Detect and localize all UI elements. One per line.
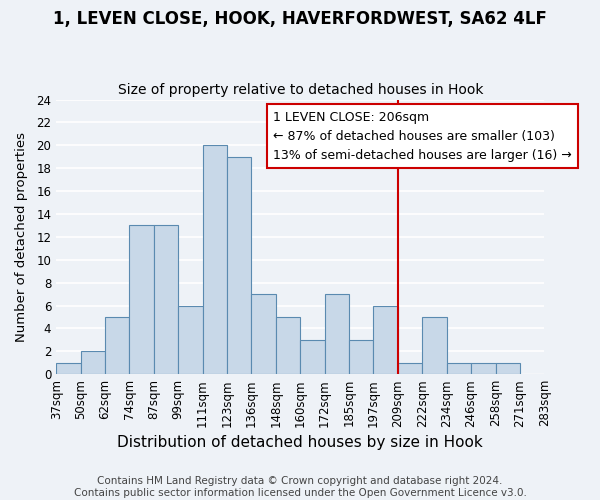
Bar	[349, 340, 373, 374]
Bar	[276, 317, 300, 374]
Bar	[446, 362, 471, 374]
Title: Size of property relative to detached houses in Hook: Size of property relative to detached ho…	[118, 83, 483, 97]
Text: 1, LEVEN CLOSE, HOOK, HAVERFORDWEST, SA62 4LF: 1, LEVEN CLOSE, HOOK, HAVERFORDWEST, SA6…	[53, 10, 547, 28]
Bar	[105, 317, 130, 374]
Bar	[496, 362, 520, 374]
Bar	[154, 226, 178, 374]
Bar	[178, 306, 203, 374]
Bar	[300, 340, 325, 374]
Text: Contains HM Land Registry data © Crown copyright and database right 2024.
Contai: Contains HM Land Registry data © Crown c…	[74, 476, 526, 498]
Bar	[251, 294, 276, 374]
Bar	[471, 362, 496, 374]
Bar	[56, 362, 80, 374]
X-axis label: Distribution of detached houses by size in Hook: Distribution of detached houses by size …	[118, 435, 483, 450]
Text: 1 LEVEN CLOSE: 206sqm
← 87% of detached houses are smaller (103)
13% of semi-det: 1 LEVEN CLOSE: 206sqm ← 87% of detached …	[274, 110, 572, 162]
Bar	[373, 306, 398, 374]
Bar	[422, 317, 446, 374]
Bar	[80, 352, 105, 374]
Y-axis label: Number of detached properties: Number of detached properties	[15, 132, 28, 342]
Bar	[203, 146, 227, 374]
Bar	[325, 294, 349, 374]
Bar	[130, 226, 154, 374]
Bar	[227, 157, 251, 374]
Bar	[398, 362, 422, 374]
